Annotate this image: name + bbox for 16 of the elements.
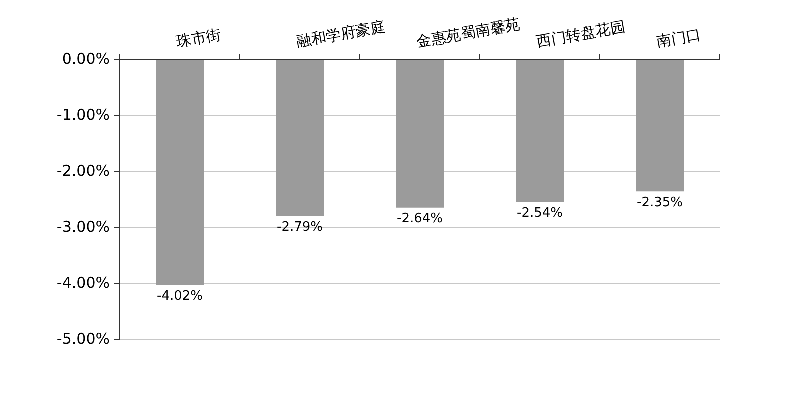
y-tick-label: -1.00% xyxy=(56,106,110,124)
y-tick-label: -5.00% xyxy=(56,330,110,348)
y-tick-label: -3.00% xyxy=(56,218,110,236)
x-tick-label: 珠市街 xyxy=(175,25,223,51)
data-label: -4.02% xyxy=(157,288,203,304)
x-tick-label: 西门转盘花园 xyxy=(535,18,627,51)
x-tick-label: 金惠苑蜀南馨苑 xyxy=(415,14,522,51)
data-label: -2.79% xyxy=(277,220,323,236)
data-label: -2.64% xyxy=(397,212,443,227)
y-tick-label: 0.00% xyxy=(62,50,110,68)
y-tick-label: -2.00% xyxy=(56,162,110,180)
x-tick-label: 南门口 xyxy=(655,25,703,51)
data-label: -2.35% xyxy=(637,195,683,210)
y-tick-label: -4.00% xyxy=(56,274,110,292)
data-label: -2.54% xyxy=(517,206,563,222)
x-tick-label: 融和学府豪庭 xyxy=(295,18,387,51)
